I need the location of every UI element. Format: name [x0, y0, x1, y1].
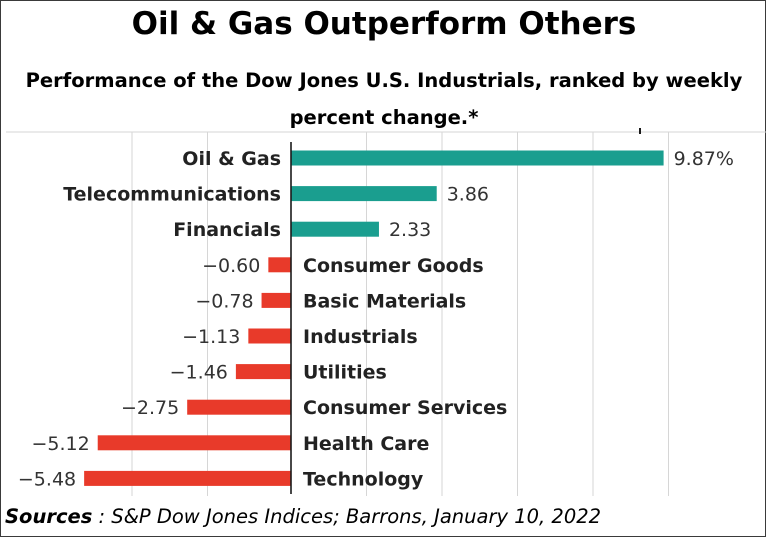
bar-oil-gas	[291, 150, 664, 166]
value-label: 2.33	[389, 219, 431, 241]
value-label: −0.78	[195, 290, 253, 312]
value-label: −5.48	[18, 468, 76, 490]
bar-health-care	[97, 435, 291, 451]
value-label: −5.12	[31, 433, 89, 455]
category-label: Utilities	[303, 362, 387, 384]
bar-telecommunications	[291, 186, 437, 202]
chart-title: Oil & Gas Outperform Others	[131, 6, 637, 42]
subtitle-line-1: Performance of the Dow Jones U.S. Indust…	[25, 69, 743, 92]
bar-technology	[84, 470, 291, 486]
bar-utilities	[235, 364, 291, 380]
category-label: Consumer Services	[303, 397, 507, 419]
value-label: 9.87%	[674, 148, 734, 170]
bar-consumer-services	[187, 399, 291, 415]
bar-chart: Oil & Gas 9.87% Telecommunications 3.86 Fina…	[6, 128, 766, 496]
category-label: Basic Materials	[303, 290, 466, 312]
value-label: −1.46	[170, 362, 228, 384]
bar-industrials	[248, 328, 291, 344]
bar-basic-materials	[261, 292, 291, 308]
value-label: −1.13	[182, 326, 240, 348]
source-text: : S&P Dow Jones Indices; Barrons, Januar…	[92, 505, 602, 528]
chart-subtitle: Performance of the Dow Jones U.S. Indust…	[0, 62, 768, 136]
source-label: Sources	[5, 505, 93, 528]
subtitle-line-2: percent change.*	[289, 106, 479, 129]
category-label: Oil & Gas	[182, 148, 281, 170]
category-label: Health Care	[303, 433, 429, 455]
bar-financials	[291, 221, 379, 237]
value-label: −2.75	[121, 397, 179, 419]
category-label: Industrials	[303, 326, 418, 348]
category-label: Technology	[303, 468, 424, 490]
category-label: Consumer Goods	[303, 255, 484, 277]
bar-consumer-goods	[268, 257, 291, 273]
category-label: Financials	[173, 219, 281, 241]
value-label: 3.86	[447, 184, 489, 206]
source-note: Sources : S&P Dow Jones Indices; Barrons…	[5, 505, 601, 528]
category-label: Telecommunications	[63, 184, 281, 206]
value-label: −0.60	[202, 255, 260, 277]
